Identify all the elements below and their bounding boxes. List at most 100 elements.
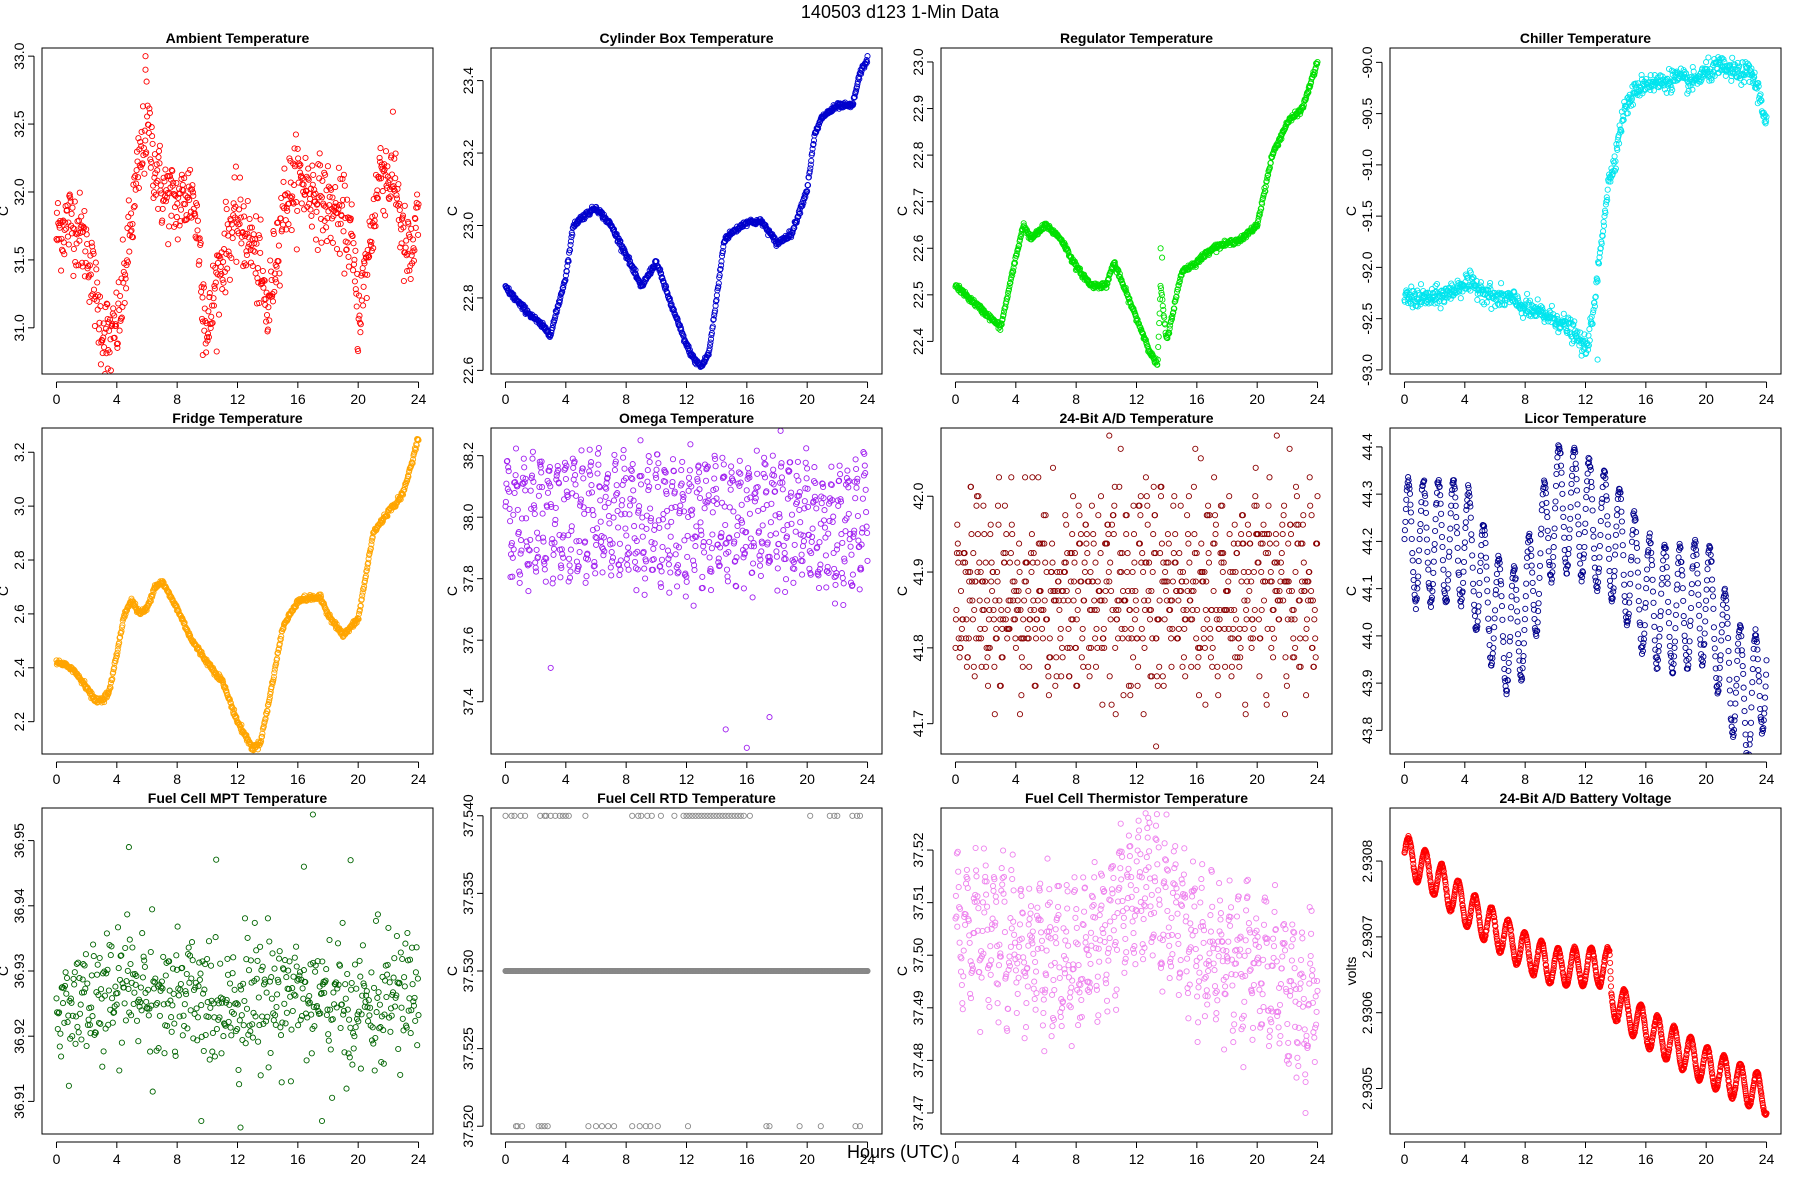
data-point [797, 531, 804, 538]
data-point [613, 482, 620, 489]
y-tick-label: -91.0 [1359, 149, 1375, 181]
data-point [1432, 282, 1439, 289]
data-point [646, 483, 653, 490]
data-point [247, 259, 255, 266]
data-point [289, 199, 296, 206]
data-point [209, 319, 216, 326]
y-tick-label: -90.0 [1359, 46, 1375, 78]
data-point [318, 239, 325, 246]
data-point [568, 523, 575, 530]
data-point [804, 503, 812, 510]
data-point [337, 220, 344, 227]
data-point [1736, 63, 1743, 70]
data-point [569, 490, 576, 497]
data-point [361, 260, 368, 267]
data-point [114, 646, 121, 653]
data-point [681, 537, 688, 544]
data-point [373, 194, 380, 201]
y-tick-label: 22.9 [910, 95, 926, 122]
data-point [262, 296, 269, 303]
data-point [408, 252, 415, 259]
data-point [809, 150, 816, 157]
data-point [572, 481, 579, 488]
data-point [289, 193, 296, 200]
data-point [198, 648, 205, 655]
data-point [509, 573, 516, 580]
data-point [965, 635, 972, 642]
data-point [1261, 185, 1268, 192]
data-point [180, 187, 187, 194]
data-point [1602, 201, 1609, 208]
data-point [383, 182, 390, 189]
data-point [812, 497, 819, 504]
data-point [766, 557, 774, 564]
data-point [510, 546, 517, 553]
data-point [147, 164, 154, 171]
data-point [726, 504, 733, 511]
data-point [666, 589, 673, 596]
data-point [825, 569, 832, 576]
data-point [666, 295, 673, 302]
data-point [650, 545, 657, 552]
data-point [514, 506, 521, 513]
data-point [211, 282, 218, 289]
data-point [824, 568, 831, 575]
data-point [773, 548, 780, 555]
data-point [125, 197, 132, 204]
data-point [61, 226, 68, 234]
data-point [1116, 270, 1123, 277]
data-point [1570, 321, 1577, 328]
data-point [1596, 254, 1603, 261]
data-point [111, 664, 118, 671]
data-point [746, 510, 753, 517]
x-tick-label: 0 [952, 391, 960, 407]
data-point [271, 288, 278, 295]
data-point [564, 493, 571, 500]
data-point [675, 568, 682, 576]
data-point [393, 195, 401, 202]
data-point [162, 166, 169, 173]
data-point [715, 283, 722, 290]
data-point [117, 634, 124, 641]
data-point [802, 459, 809, 466]
data-point [683, 578, 690, 585]
data-point [542, 554, 549, 561]
data-point [750, 560, 757, 567]
x-tick-label: 16 [290, 771, 306, 787]
data-point [343, 246, 350, 253]
y-tick-label: -92.0 [1359, 251, 1375, 283]
data-point [668, 518, 675, 525]
data-point [853, 87, 860, 94]
panel-title: 24-Bit A/D Temperature [1059, 410, 1213, 426]
data-point [580, 475, 587, 482]
data-point [115, 643, 122, 650]
data-point [716, 274, 723, 281]
data-point [728, 463, 735, 470]
data-point [617, 557, 624, 564]
data-point [672, 503, 679, 511]
data-point [662, 478, 669, 485]
data-point [534, 529, 541, 536]
data-point [301, 191, 309, 198]
data-point [132, 186, 139, 193]
data-point [837, 496, 844, 503]
data-point [360, 586, 367, 593]
data-point [172, 220, 179, 228]
data-point [207, 324, 214, 332]
data-point [642, 558, 650, 565]
data-point [851, 527, 858, 534]
data-point [135, 184, 142, 192]
data-point [389, 108, 396, 115]
data-point [388, 171, 396, 178]
x-tick-label: 4 [562, 771, 570, 787]
data-point [514, 483, 521, 490]
data-point [409, 456, 417, 463]
data-point [632, 266, 639, 274]
data-point [700, 543, 707, 550]
data-point [149, 140, 156, 147]
data-point [143, 149, 150, 156]
data-point [352, 286, 359, 293]
data-point [128, 227, 135, 234]
data-point [862, 486, 869, 493]
